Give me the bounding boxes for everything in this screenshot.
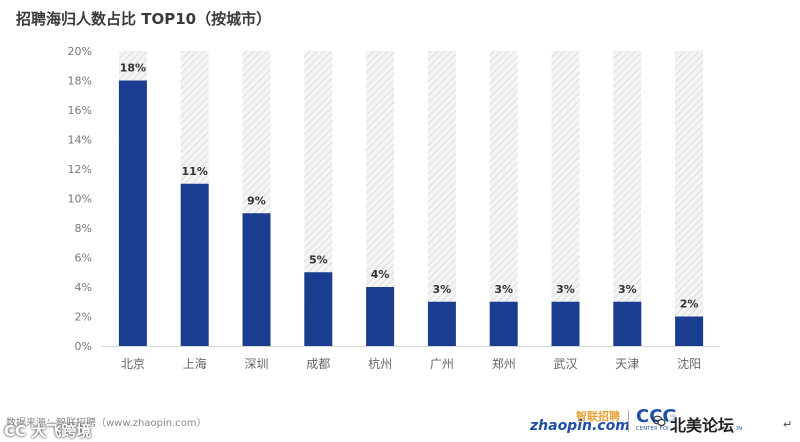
bar xyxy=(675,316,704,346)
y-tick-label: 18% xyxy=(68,75,92,88)
x-tick-label: 广州 xyxy=(430,357,454,371)
chart-title: 招聘海归人数占比 TOP10（按城市） xyxy=(16,10,272,28)
data-labels: 18% 11% 9% 5% 4% 3% 3% 3% 3% 2% xyxy=(120,62,699,311)
background-bar xyxy=(551,51,580,346)
background-bar xyxy=(489,51,518,346)
y-tick-label: 2% xyxy=(75,311,92,324)
y-tick-label: 10% xyxy=(68,193,92,206)
x-axis: 北京 上海 深圳 成都 杭州 广州 郑州 武汉 天津 沈阳 xyxy=(102,346,720,371)
return-icon: ↵ xyxy=(783,418,793,431)
y-tick-label: 6% xyxy=(75,252,92,265)
background-bar xyxy=(427,51,456,346)
data-label: 5% xyxy=(309,253,328,266)
y-tick-label: 0% xyxy=(75,340,92,353)
data-label: 3% xyxy=(433,283,452,296)
x-tick-label: 北京 xyxy=(121,357,145,371)
bar xyxy=(304,272,333,346)
y-tick-label: 8% xyxy=(75,222,92,235)
background-bar xyxy=(675,51,704,346)
data-label: 2% xyxy=(680,298,699,311)
x-tick-label: 深圳 xyxy=(244,357,268,371)
y-tick-label: 12% xyxy=(68,163,92,176)
bar xyxy=(551,301,580,346)
x-tick-label: 成都 xyxy=(306,357,330,371)
y-tick-label: 14% xyxy=(68,134,92,147)
data-label: 4% xyxy=(371,268,390,281)
bar xyxy=(118,80,147,346)
bar xyxy=(613,301,642,346)
data-label: 3% xyxy=(618,283,637,296)
zhaopin-logo-en: zhaopin.com xyxy=(530,418,630,434)
logo-divider xyxy=(628,410,629,432)
y-tick-label: 4% xyxy=(75,281,92,294)
data-label: 9% xyxy=(247,194,266,207)
data-label: 3% xyxy=(556,283,575,296)
y-axis: 0% 2% 4% 6% 8% 10% 12% 14% 16% 18% 20% xyxy=(68,45,92,353)
bar xyxy=(489,301,518,346)
zhaopin-logo-cn: 智联招聘 xyxy=(576,410,620,423)
x-tick-label: 杭州 xyxy=(368,356,392,371)
y-tick-label: 16% xyxy=(68,104,92,117)
watermark-left: CC 大飞跨境 xyxy=(4,422,92,440)
bars xyxy=(118,80,704,346)
zhaopin-logo: 智联招聘 zhaopin.com xyxy=(530,408,630,434)
background-bar xyxy=(613,51,642,346)
x-tick-label: 郑州 xyxy=(492,356,516,371)
bar-chart: 0% 2% 4% 6% 8% 10% 12% 14% 16% 18% 20% 18% 11% 9% 5% 4… xyxy=(68,45,720,371)
wechat-icon xyxy=(652,415,666,427)
data-label: 11% xyxy=(182,165,208,178)
x-tick-label: 武汉 xyxy=(553,357,577,371)
data-label: 18% xyxy=(120,62,146,75)
x-tick-label: 上海 xyxy=(183,356,207,371)
watermark-right: 北美论坛 xyxy=(668,412,737,436)
source-text: 数据来源：智联招聘（www.zhaopin.com） xyxy=(6,418,207,429)
bar xyxy=(427,301,456,346)
data-label: 3% xyxy=(494,283,513,296)
bar xyxy=(180,183,209,346)
y-tick-label: 20% xyxy=(68,45,92,58)
bar xyxy=(242,213,271,346)
x-tick-label: 沈阳 xyxy=(677,356,701,371)
x-tick-label: 天津 xyxy=(615,357,639,371)
bar xyxy=(366,287,395,346)
footer: 数据来源：智联招聘（www.zhaopin.com） CC 大飞跨境 智联招聘 … xyxy=(0,406,800,442)
